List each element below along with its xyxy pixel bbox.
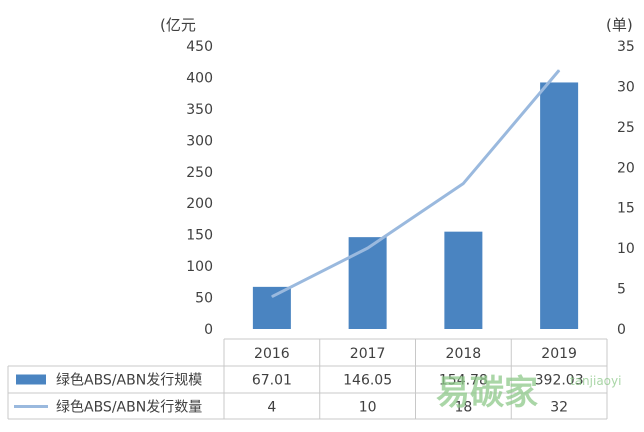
bar [348,237,387,329]
category-label: 2019 [541,346,577,362]
bar-series [252,82,579,329]
line-point [271,296,273,298]
bar [252,286,291,329]
category-label: 2016 [254,346,290,362]
category-label: 2017 [350,346,386,362]
row-label: 绿色ABS/ABN发行规模 [56,372,202,389]
left-tick-label: 400 [186,70,213,86]
left-tick-label: 50 [195,291,213,307]
table-cell: 32 [550,400,568,416]
data-table: 2016 2017 2018 2019 绿色ABS/ABN发行规模 67.01 146.05… [7,338,608,420]
table-cell: 146.05 [343,373,392,389]
right-tick-label: 35 [617,39,635,55]
left-axis: 0 50 100 150 200 250 300 350 400 450 [186,39,213,338]
left-tick-label: 150 [186,228,213,244]
left-axis-label: (亿元 [160,16,196,34]
left-tick-label: 300 [186,133,213,149]
right-tick-label: 10 [617,241,635,257]
table-cell: 154.78 [439,373,488,389]
left-tick-label: 100 [186,259,213,275]
right-axis-label: (单) [606,16,633,34]
row-label: 绿色ABS/ABN发行数量 [56,399,202,416]
table-cell: 10 [359,400,377,416]
right-tick-label: 20 [617,160,635,176]
line-point [462,182,464,184]
legend-key-bar [16,374,46,385]
right-tick-label: 15 [617,201,635,217]
left-tick-label: 250 [186,165,213,181]
right-tick-label: 30 [617,79,635,95]
line-point [367,247,369,249]
watermark-logo: 易碳家 tanjiaoyi [436,373,621,413]
right-tick-label: 25 [617,120,635,136]
table-cell: 18 [454,400,472,416]
right-tick-label: 0 [617,322,626,338]
watermark-text: 易碳家 [436,373,538,413]
table-cell: 67.01 [252,373,292,389]
bar [444,231,483,329]
line-point [558,69,560,71]
table-cell: 392.03 [535,373,584,389]
table-cell: 4 [267,400,276,416]
line-series [271,69,561,298]
line-path [271,69,561,298]
left-tick-label: 350 [186,102,213,118]
right-tick-label: 5 [617,282,626,298]
right-axis: 0 5 10 15 20 25 30 35 [617,39,635,338]
left-tick-label: 450 [186,39,213,55]
left-tick-label: 200 [186,196,213,212]
left-tick-label: 0 [204,322,213,338]
watermark-sub: tanjiaoyi [570,374,621,388]
category-label: 2018 [446,346,482,362]
bar [540,82,579,329]
